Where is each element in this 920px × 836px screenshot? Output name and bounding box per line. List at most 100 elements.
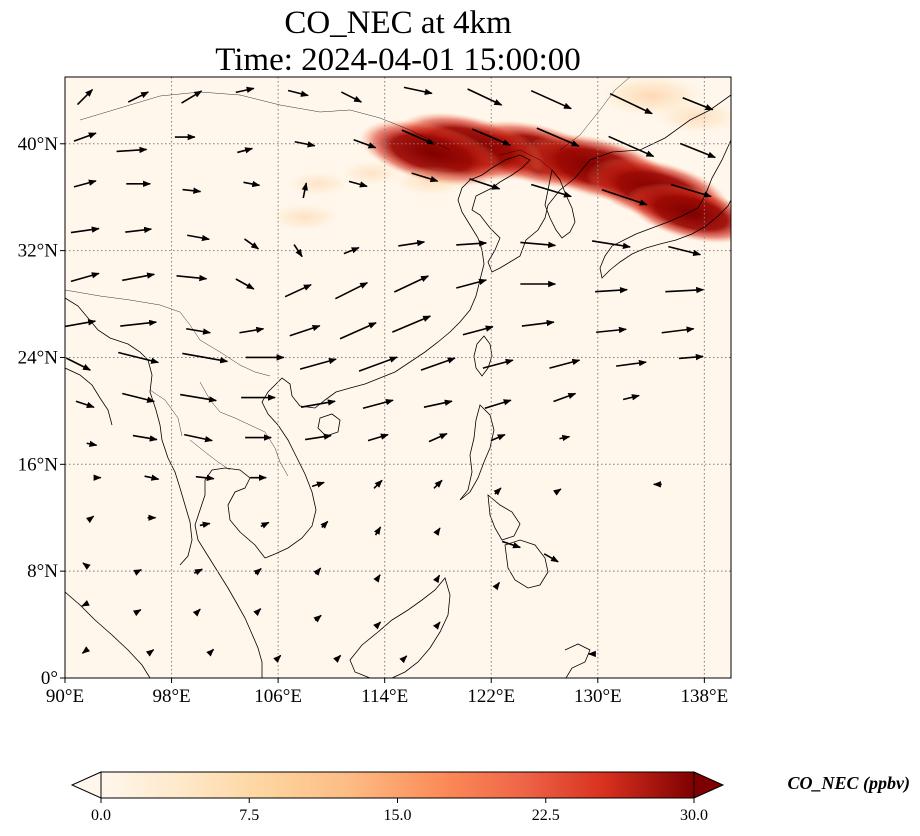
coastline-japan: [599, 139, 731, 279]
wind-arrow-127: [313, 614, 322, 623]
wind-arrow-131: [145, 649, 155, 657]
wind-arrow-57: [186, 327, 211, 335]
wind-arrow-101: [373, 479, 383, 489]
coastline-borneo: [349, 577, 451, 678]
lat-tick-label-5: 40°N: [18, 134, 59, 155]
wind-arrow-8: [530, 89, 572, 110]
lon-tick-label-5: 130°E: [574, 686, 622, 707]
wind-arrow-78: [122, 392, 156, 403]
wind-arrow-118: [253, 568, 262, 576]
wind-arrow-115: [82, 562, 91, 570]
wind-arrow-38: [343, 246, 360, 255]
wind-arrow-95: [559, 434, 571, 442]
lon-tick-label-0: 90°E: [46, 686, 84, 707]
wind-arrow-135: [399, 655, 408, 664]
wind-arrow-32: [670, 183, 712, 198]
wind-arrow-129: [432, 621, 441, 630]
wind-arrow-4: [287, 89, 309, 97]
wind-arrow-128: [373, 621, 382, 630]
coastline-hainan: [317, 413, 341, 437]
lat-tick-label-3: 24°N: [18, 347, 59, 368]
coastline-taiwan: [473, 335, 493, 377]
country-borders: [65, 77, 631, 477]
lat-tick-label-1: 8°N: [27, 561, 58, 582]
wind-arrow-64: [596, 326, 627, 334]
wind-arrow-20: [608, 135, 655, 158]
wind-arrow-6: [403, 86, 433, 95]
wind-arrow-120: [373, 574, 381, 583]
wind-arrow-77: [75, 400, 95, 408]
border-china-russia: [559, 77, 631, 151]
coastline-visayas: [487, 494, 521, 541]
wind-arrow-2: [181, 90, 203, 104]
wind-arrow-81: [300, 399, 336, 408]
wind-arrow-29: [469, 178, 501, 190]
wind-arrow-56: [120, 319, 158, 327]
colorbar-label: CO_NEC (ppbv): [788, 773, 911, 794]
lon-tick-label-1: 98°E: [152, 686, 190, 707]
title-line-1: CO_NEC at 4km: [284, 5, 512, 41]
border-mongolia-china: [79, 91, 451, 151]
wind-arrow-19: [536, 127, 580, 147]
wind-arrow-37: [293, 244, 303, 258]
wind-arrow-91: [304, 433, 332, 441]
wind-arrow-15: [294, 140, 316, 148]
coastline-india-east: [65, 367, 113, 426]
wind-arrow-85: [553, 392, 577, 403]
wind-arrow-43: [668, 245, 702, 256]
wind-arrow-117: [193, 568, 203, 576]
lon-tick-label-3: 114°E: [361, 686, 408, 707]
wind-arrow-41: [520, 241, 557, 249]
axis-ticks: 90°E 98°E 106°E 114°E 122°E 130°E 138°E 0° 8°N 16…: [18, 134, 729, 707]
wind-arrow-1: [127, 91, 149, 103]
wind-arrow-60: [339, 322, 377, 340]
lon-tick-label-6: 138°E: [681, 686, 729, 707]
wind-arrow-72: [420, 357, 456, 371]
wind-arrow-88: [132, 434, 158, 442]
wind-arrow-114: [543, 553, 559, 563]
wind-arrow-113: [501, 540, 521, 549]
wind-arrow-49: [335, 281, 369, 300]
plume-patch-10: [392, 165, 471, 197]
wind-arrow-87: [86, 440, 98, 448]
wind-arrow-133: [273, 654, 282, 663]
wind-arrow-7: [467, 88, 503, 106]
colorbar-tick-label-3: 22.5: [532, 807, 560, 824]
wind-arrow-24: [182, 187, 202, 194]
wind-arrow-126: [253, 608, 262, 617]
wind-arrow-125: [192, 608, 201, 617]
wind-arrow-17: [401, 129, 435, 145]
wind-arrow-3: [235, 86, 255, 94]
wind-arrow-31: [601, 188, 648, 206]
coastline-east-asia: [261, 94, 731, 559]
wind-arrow-54: [665, 286, 705, 294]
wind-arrow-44: [70, 272, 100, 283]
wind-arrow-9: [609, 92, 653, 115]
wind-arrow-28: [411, 172, 439, 183]
wind-arrow-82: [362, 398, 394, 409]
coastline-sumatra: [65, 591, 151, 678]
title-line-2: Time: 2024-04-01 15:00:00: [215, 42, 580, 78]
colorbar-bar: [100, 771, 695, 799]
wind-arrow-116: [133, 568, 142, 576]
wind-arrow-33: [70, 226, 100, 234]
wind-arrow-12: [116, 146, 148, 154]
wind-arrow-103: [493, 487, 502, 496]
border-china-himalaya: [65, 289, 271, 377]
wind-arrow-55: [65, 319, 97, 328]
wind-arrow-25: [243, 180, 261, 188]
wind-arrow-108: [199, 521, 211, 528]
wind-arrow-68: [182, 352, 229, 364]
wind-arrow-50: [393, 275, 430, 293]
colorbar-tick-label-0: 0.0: [91, 807, 111, 824]
wind-arrow-75: [615, 359, 647, 367]
plume-patch-8: [269, 203, 341, 232]
wind-arrow-124: [132, 609, 142, 617]
plume-patch-5: [626, 183, 731, 244]
wind-arrow-35: [187, 234, 210, 242]
wind-arrow-89: [184, 433, 213, 443]
wind-arrow-119: [313, 567, 322, 576]
coastline-luzon: [459, 404, 495, 501]
lon-tick-label-4: 122°E: [467, 686, 515, 707]
